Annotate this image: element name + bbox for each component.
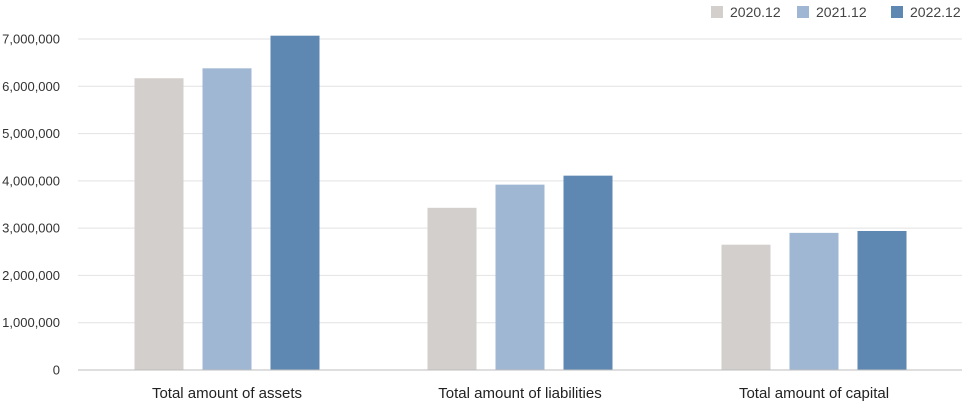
legend-swatch — [891, 6, 903, 18]
bar-2022-12-3 — [857, 230, 907, 370]
bar-2022-12-2 — [563, 175, 613, 370]
y-tick-label: 1,000,000 — [2, 315, 60, 330]
y-tick-label: 2,000,000 — [2, 268, 60, 283]
legend-label: 2022.12 — [910, 4, 961, 20]
bar-2022-12-1 — [270, 35, 320, 370]
y-tick-label: 5,000,000 — [2, 126, 60, 141]
y-tick-label: 3,000,000 — [2, 221, 60, 236]
bar-2021-12-2 — [495, 184, 545, 370]
legend-label: 2020.12 — [730, 4, 781, 20]
legend-swatch — [711, 6, 723, 18]
bar-2021-12-3 — [789, 232, 839, 370]
y-tick-label: 7,000,000 — [2, 32, 60, 47]
x-category-label: Total amount of liabilities — [438, 385, 601, 402]
x-category-label: Total amount of capital — [739, 385, 889, 402]
bar-2020-12-2 — [427, 207, 477, 370]
bar-2020-12-3 — [721, 244, 771, 370]
y-tick-label: 0 — [53, 363, 60, 378]
y-tick-label: 4,000,000 — [2, 173, 60, 188]
y-tick-label: 6,000,000 — [2, 79, 60, 94]
bar-2020-12-1 — [134, 78, 184, 371]
bar-2021-12-1 — [202, 68, 252, 371]
x-axis-labels: Total amount of assets Total amount of li… — [152, 385, 889, 402]
legend-swatch — [797, 6, 809, 18]
bars — [134, 35, 907, 371]
y-axis-ticks: 0 1,000,000 2,000,000 3,000,000 4,000,000 5,0… — [2, 32, 60, 378]
legend: 2020.12 2021.12 2022.12 — [711, 4, 961, 20]
x-category-label: Total amount of assets — [152, 385, 302, 402]
legend-label: 2021.12 — [816, 4, 867, 20]
